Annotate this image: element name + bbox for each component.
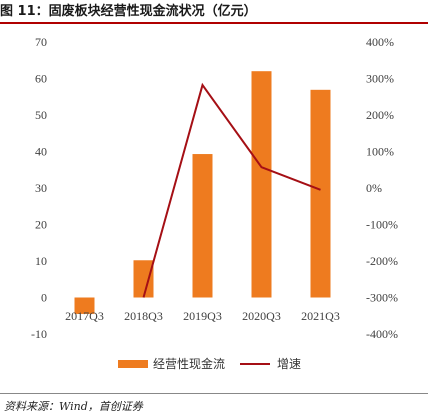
category-label: 2021Q3 [301, 309, 340, 323]
bar-2017Q3 [74, 297, 95, 314]
left-tick-label: -10 [31, 327, 47, 341]
legend: 经营性现金流 增速 [118, 356, 301, 371]
category-labels: 2017Q3 2018Q3 2019Q3 2020Q3 2021Q3 [65, 309, 340, 323]
legend-line-label: 增速 [277, 357, 301, 371]
bar-2019Q3 [192, 154, 213, 298]
category-label: 2019Q3 [183, 309, 222, 323]
left-axis-ticks: -10 0 10 20 30 40 50 60 70 [31, 35, 47, 341]
left-tick-label: 0 [41, 291, 47, 305]
left-tick-label: 10 [35, 254, 47, 268]
bar-2020Q3 [251, 71, 272, 298]
category-label: 2018Q3 [124, 309, 163, 323]
bar-2018Q3 [133, 260, 154, 298]
right-tick-label: 400% [366, 35, 394, 49]
right-axis-ticks: -400% -300% -200% -100% 0% 100% 200% 300% 400% [366, 35, 398, 341]
right-tick-label: -300% [366, 291, 398, 305]
left-tick-label: 70 [35, 35, 47, 49]
right-tick-label: 300% [366, 72, 394, 86]
category-label: 2017Q3 [65, 309, 104, 323]
left-tick-label: 20 [35, 218, 47, 232]
line-series [142, 82, 321, 298]
bar-2021Q3 [310, 89, 331, 298]
legend-bar-swatch [118, 360, 148, 368]
right-tick-label: 200% [366, 108, 394, 122]
left-tick-label: 30 [35, 181, 47, 195]
growth-line [142, 82, 321, 298]
chart-title: 图 11：固废板块经营性现金流状况（亿元） [0, 4, 257, 19]
chart-canvas: -10 0 10 20 30 40 50 60 70 -400% -300% -200% -100% 0… [31, 35, 398, 371]
legend-bar-label: 经营性现金流 [153, 356, 225, 371]
left-tick-label: 40 [35, 145, 47, 159]
right-tick-label: 100% [366, 145, 394, 159]
right-tick-label: 0% [366, 181, 382, 195]
category-label: 2020Q3 [242, 309, 281, 323]
right-tick-label: -200% [366, 254, 398, 268]
title-rule [0, 22, 428, 24]
left-tick-label: 50 [35, 108, 47, 122]
source-rule [0, 393, 428, 394]
bar-series [74, 71, 331, 314]
left-tick-label: 60 [35, 72, 47, 86]
right-tick-label: -400% [366, 327, 398, 341]
right-tick-label: -100% [366, 218, 398, 232]
source-note: 资料来源：Wind，首创证券 [4, 400, 143, 413]
